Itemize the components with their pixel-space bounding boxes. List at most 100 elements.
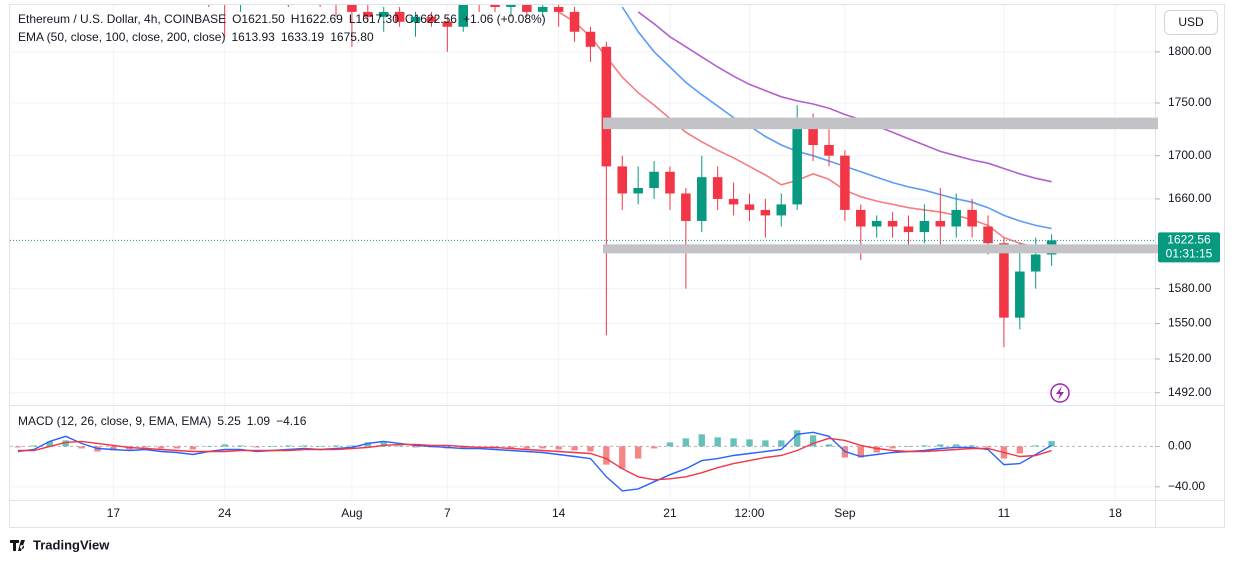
histogram-bar <box>1016 446 1024 454</box>
ohlc-legend: L1617.30 <box>349 12 399 26</box>
histogram-bar <box>619 446 626 469</box>
histogram-bar <box>1048 441 1055 447</box>
histogram-bar <box>110 446 117 451</box>
histogram-bar <box>825 444 833 447</box>
histogram-bar <box>348 445 356 447</box>
zone <box>603 117 1158 130</box>
candle-body <box>1015 271 1025 318</box>
histogram-bar <box>984 446 992 448</box>
histogram-bar <box>698 434 705 447</box>
legend-value: 1633.19 <box>281 30 325 44</box>
candle-body <box>712 177 723 199</box>
histogram-bar <box>555 446 562 450</box>
indicator-title: MACD (12, 26, close, 9, EMA, EMA) <box>18 414 211 428</box>
candle-body <box>824 145 834 156</box>
grid <box>10 5 1155 500</box>
histogram-bar <box>714 437 721 447</box>
histogram-bar <box>953 444 960 447</box>
alert-icon[interactable] <box>1050 383 1070 403</box>
legend-value: 5.25 <box>217 414 241 428</box>
x-tick-label: 18 <box>1109 506 1123 520</box>
x-tick-label: 7 <box>444 506 451 520</box>
candle-body <box>490 5 500 7</box>
currency-label[interactable]: USD <box>1178 15 1204 29</box>
histogram-bar <box>460 446 467 449</box>
candle-body <box>840 155 850 210</box>
candle-body <box>363 11 373 17</box>
ema-line <box>637 11 1052 183</box>
histogram-bar <box>666 442 674 447</box>
candle-body <box>394 11 405 22</box>
candle-body <box>537 6 548 12</box>
candle-body <box>776 204 787 216</box>
brand-logo <box>10 540 25 551</box>
candle-body <box>633 188 643 194</box>
histogram-bar <box>778 440 785 447</box>
countdown-label: 01:31:15 <box>1166 247 1213 261</box>
x-tick-label: 17 <box>107 506 121 520</box>
macd-pane <box>14 430 1055 492</box>
histogram-bar <box>762 440 769 447</box>
histogram-bar <box>587 446 594 452</box>
candle-body <box>236 0 246 2</box>
histogram-bar <box>809 435 817 447</box>
y-tick-label: 1550.00 <box>1168 316 1212 330</box>
x-tick-label: 21 <box>663 506 677 520</box>
histogram-bar <box>1032 445 1039 447</box>
histogram-bar <box>364 442 371 447</box>
x-tick-label: Sep <box>834 506 856 520</box>
histogram-bar <box>253 446 260 448</box>
candle-body <box>697 177 707 221</box>
candle-body <box>522 5 532 12</box>
macd-line <box>17 431 1052 492</box>
candle-body <box>220 0 230 2</box>
histogram-bar <box>221 444 228 447</box>
histogram-bar <box>412 446 419 448</box>
zone <box>603 244 1158 254</box>
currency-button[interactable] <box>1164 10 1218 35</box>
histogram-bar <box>269 446 276 447</box>
histogram-bar <box>173 446 181 449</box>
candle-body <box>506 5 516 7</box>
candle-body <box>935 220 946 227</box>
candle-body <box>585 31 596 47</box>
legend-value: 1675.80 <box>330 30 374 44</box>
histogram-bar <box>285 445 292 447</box>
histogram-bar <box>921 445 928 447</box>
candle-body <box>681 193 691 221</box>
y-tick-label: 1750.00 <box>1168 95 1212 109</box>
histogram-bar <box>30 445 38 447</box>
y-tick-label: −40.00 <box>1168 479 1205 493</box>
histogram-bar <box>507 446 515 449</box>
x-tick-label: Aug <box>341 506 362 520</box>
candle-body <box>474 0 484 2</box>
y-tick-label: 0.00 <box>1168 439 1192 453</box>
ohlc-legend: H1622.69 <box>291 12 343 26</box>
candle-body <box>347 5 357 12</box>
histogram-bar <box>571 446 578 451</box>
histogram-bar <box>682 438 690 447</box>
y-tick-label: 1660.00 <box>1168 191 1212 205</box>
candle-body <box>919 220 930 233</box>
candle-body <box>601 46 612 167</box>
last-price-box <box>1158 232 1220 263</box>
candle-body <box>410 16 421 22</box>
histogram-bar <box>634 446 642 459</box>
histogram-bar <box>650 446 658 449</box>
candle-body <box>792 123 802 205</box>
macd-line <box>18 437 1052 481</box>
candle-body <box>665 171 675 194</box>
histogram-bar <box>189 446 197 450</box>
histogram-bar <box>746 439 753 447</box>
histogram-bar <box>332 445 340 447</box>
histogram-bar <box>205 446 212 447</box>
candle-body <box>426 16 437 22</box>
histogram-bar <box>730 438 737 447</box>
y-tick-label: 1700.00 <box>1168 148 1212 162</box>
candle-body <box>331 0 341 2</box>
ema-line <box>621 6 1052 230</box>
candle-body <box>458 5 468 27</box>
ohlc-legend: O1621.50 <box>232 12 285 26</box>
legend-value: 1.09 <box>247 414 271 428</box>
